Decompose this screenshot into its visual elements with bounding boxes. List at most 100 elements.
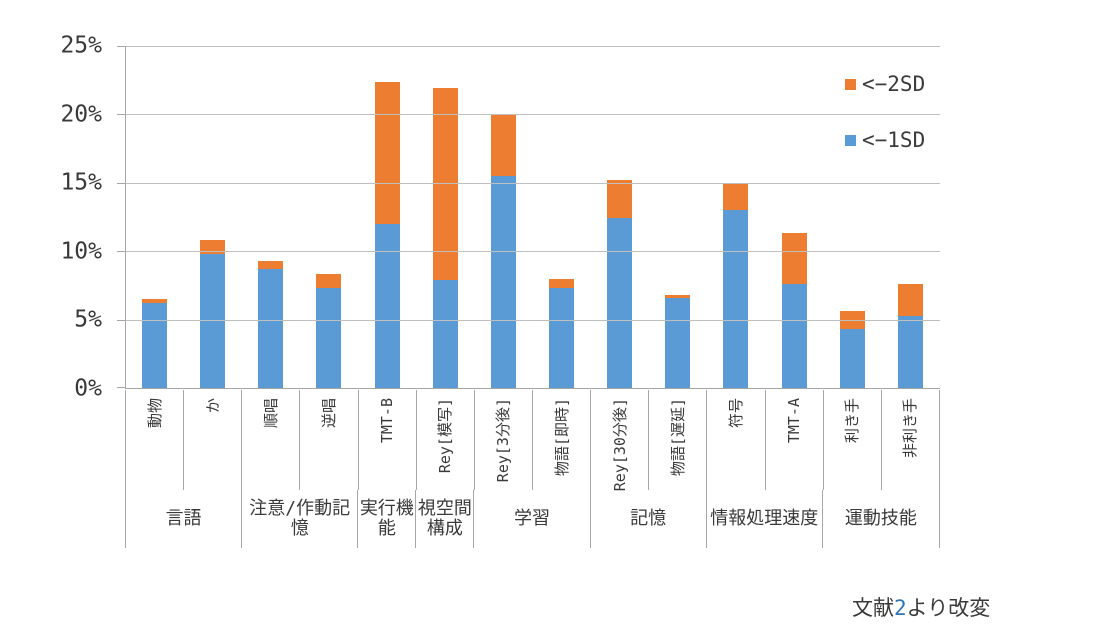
bar [723,46,749,388]
x-item-label: TMT-B [378,398,397,444]
bar-slot [126,46,184,388]
x-group-label: 注意/作動記憶 [249,498,351,539]
x-group-label: 実行機能 [359,498,414,539]
y-tick-mark [117,114,126,116]
x-group-cell: 運動技能 [823,490,939,548]
bar-segment-lt-2sd [665,294,691,298]
x-item-cell: TMT-B [359,390,417,490]
bar [549,46,575,388]
bar-segment-lt-2sd [374,81,400,224]
bar-segment-lt-2sd [142,299,168,304]
legend-swatch [845,78,856,90]
x-group-label: 運動技能 [844,508,917,529]
x-item-cell: 物語[即時] [533,390,592,490]
y-tick-label: 5% [74,306,102,333]
bar-segment-lt-2sd [781,233,807,285]
x-item-cell: Rey[模写] [417,390,475,490]
bar-slot [533,46,591,388]
gridline [126,251,940,253]
x-group-cell: 情報処理速度 [707,490,823,548]
bar-slot [707,46,765,388]
bar-segment-lt-1sd [665,297,691,388]
bar-segment-lt-1sd [723,210,749,388]
x-item-label: か [203,398,222,414]
bar-slot [242,46,300,388]
x-group-label: 学習 [513,508,550,529]
x-item-label: 順唱 [261,398,280,429]
bar [490,46,516,388]
y-tick-label: 10% [60,238,102,265]
caption-number: 2 [894,596,907,620]
bar-segment-lt-2sd [432,88,458,280]
x-group-label: 記憶 [630,508,667,529]
x-item-cell: 逆唱 [300,390,359,490]
bar [142,46,168,388]
legend-item: <−2SD [845,72,925,96]
x-item-cell: 利き手 [824,390,882,490]
x-item-cell: 順唱 [242,390,301,490]
gridline [126,114,940,116]
x-item-label: Rey[30分後] [610,398,629,492]
y-tick-label: 0% [74,375,102,402]
bar-slot [184,46,242,388]
x-axis-item-row: 動物 か 順唱 逆唱 TMT-B Rey[模写] Rey[3分後] 物語[即時] Rey[30分… [126,390,939,492]
x-group-cell: 視空間構成 [416,490,475,548]
y-tick-label: 20% [60,101,102,128]
bar-segment-lt-2sd [607,180,633,219]
bar-segment-lt-1sd [142,303,168,388]
bar-segment-lt-2sd [316,274,342,289]
caption-suffix: より改変 [906,596,991,620]
bar [432,46,458,388]
legend-swatch [845,134,856,146]
x-item-label: 物語[即時] [552,398,571,477]
bar [665,46,691,388]
bar-segment-lt-1sd [607,218,633,388]
bar-slot [882,46,940,388]
bar [781,46,807,388]
x-group-cell: 記憶 [591,490,707,548]
legend: <−2SD <−1SD [845,72,925,184]
x-item-label: TMT-A [785,398,804,444]
bar-segment-lt-2sd [490,114,516,176]
bar [316,46,342,388]
x-item-label: 非利き手 [901,398,920,459]
gridline [126,182,940,184]
x-group-label: 情報処理速度 [710,508,819,529]
gridline [126,46,940,47]
bar-segment-lt-1sd [200,253,226,388]
y-tick-mark [117,251,126,253]
bar-segment-lt-2sd [258,260,284,269]
bar-slot [649,46,707,388]
x-group-label: 言語 [165,508,202,529]
caption: 文献2より改変 [852,596,990,621]
x-item-cell: 動物 [126,390,185,490]
y-tick-mark [117,182,126,184]
x-item-label: Rey[3分後] [494,398,513,483]
legend-label: <−1SD [862,127,926,152]
x-item-cell: 非利き手 [882,390,939,490]
x-item-label: Rey[模写] [436,398,455,474]
x-item-label: 符号 [726,398,745,429]
category-axis: 動物 か 順唱 逆唱 TMT-B Rey[模写] Rey[3分後] 物語[即時] Rey[30分… [125,390,940,548]
y-tick-mark [117,319,126,321]
bar-slot [591,46,649,388]
bar-segment-lt-1sd [897,315,923,388]
x-item-label: 逆唱 [319,398,338,429]
bar-slot [766,46,824,388]
x-item-cell: 物語[遅延] [649,390,708,490]
bar-segment-lt-1sd [432,279,458,388]
x-group-cell: 言語 [126,490,243,548]
x-item-label: 物語[遅延] [668,398,687,477]
y-tick-mark [117,387,126,388]
x-group-cell: 学習 [474,490,591,548]
x-axis-group-row: 言語 注意/作動記憶 実行機能 視空間構成 学習 記憶 情報処理速度 運動技能 [126,490,939,548]
caption-prefix: 文献 [852,596,894,620]
x-group-cell: 注意/作動記憶 [242,490,359,548]
bar-slot [417,46,475,388]
bar [607,46,633,388]
bar-segment-lt-2sd [549,278,575,289]
x-item-label: 動物 [145,398,164,429]
bars [126,46,940,388]
bar-slot [475,46,533,388]
